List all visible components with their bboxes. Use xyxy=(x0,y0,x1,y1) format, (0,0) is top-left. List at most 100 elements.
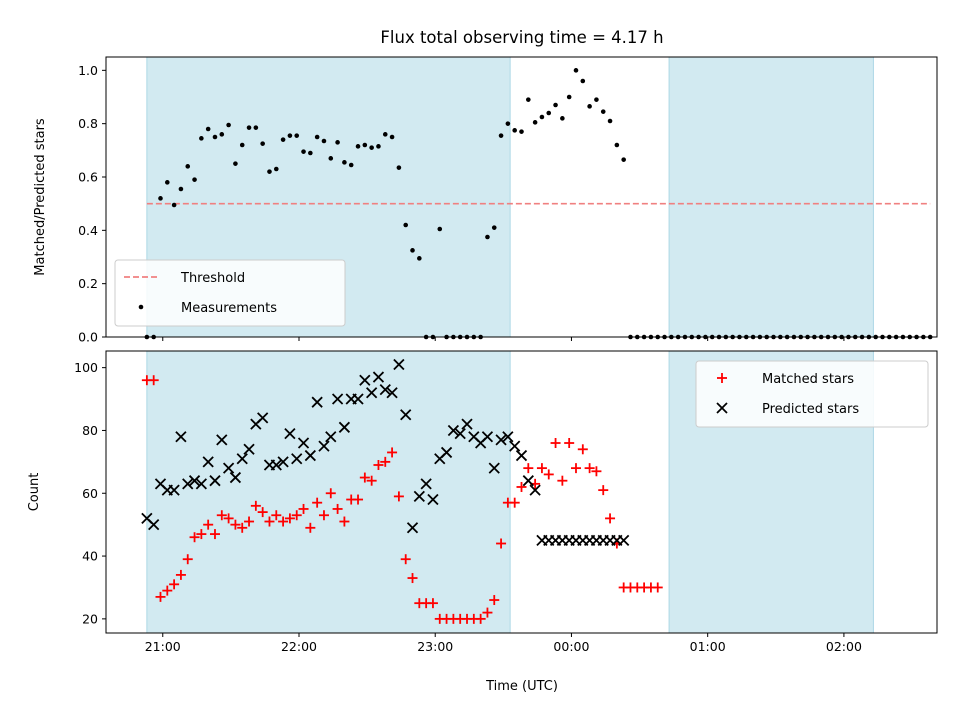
measurement-point xyxy=(199,136,204,141)
matched-star-marker xyxy=(318,510,329,521)
measurement-point xyxy=(410,248,415,253)
predicted-star-marker xyxy=(440,446,453,459)
measurement-point xyxy=(219,132,225,137)
measurement-point xyxy=(287,133,293,138)
marker-stroke xyxy=(325,431,337,443)
top-y-axis-label: Matched/Predicted stars xyxy=(33,118,48,276)
marker-stroke xyxy=(515,449,528,462)
marker-stroke xyxy=(529,484,541,496)
marker-stroke xyxy=(488,462,500,474)
matched-star-marker xyxy=(182,554,193,565)
matched-star-marker xyxy=(427,598,438,609)
matched-star-marker xyxy=(605,513,616,524)
marker-stroke xyxy=(331,393,344,405)
top-legend: Threshold Measurements xyxy=(114,259,346,327)
measurement-point xyxy=(491,225,497,230)
marker-stroke xyxy=(509,440,521,452)
bottom-legend: Matched stars Predicted stars xyxy=(695,360,929,428)
measurement-point xyxy=(396,165,402,170)
predicted-star-marker xyxy=(195,478,207,490)
marker-stroke xyxy=(154,478,167,490)
measurement-point xyxy=(294,133,300,138)
marker-stroke xyxy=(393,358,405,371)
matched-star-marker xyxy=(577,444,588,455)
predicted-star-marker xyxy=(277,456,289,468)
predicted-star-marker xyxy=(148,519,160,531)
matched-star-marker xyxy=(325,488,336,499)
predicted-star-marker xyxy=(386,387,398,399)
matched-star-marker xyxy=(557,475,568,486)
matched-star-marker xyxy=(291,510,302,521)
predicted-star-marker xyxy=(297,437,310,449)
predicted-star-marker xyxy=(304,449,316,462)
marker-stroke xyxy=(284,427,296,440)
measurement-point xyxy=(226,122,231,128)
measurement-point xyxy=(233,161,238,166)
predicted-star-marker xyxy=(522,475,534,487)
marker-stroke xyxy=(209,475,221,487)
matched-star-marker xyxy=(523,463,534,474)
matched-star-marker xyxy=(373,459,384,470)
matched-star-marker xyxy=(591,466,602,477)
predicted-star-marker xyxy=(400,409,412,421)
x-tick-label: 00:00 xyxy=(553,639,589,654)
marker-stroke xyxy=(257,412,269,424)
legend-box xyxy=(114,259,346,327)
marker-stroke xyxy=(379,383,391,396)
matched-star-marker xyxy=(298,503,309,514)
measurement-point xyxy=(185,164,191,169)
matched-star-marker xyxy=(271,510,282,521)
matched-star-marker xyxy=(196,529,207,540)
legend-predicted-swatch xyxy=(716,402,728,414)
predicted-star-marker xyxy=(284,427,296,440)
measurement-point xyxy=(280,137,286,142)
marker-stroke xyxy=(311,396,323,408)
matched-star-marker xyxy=(162,585,173,596)
measurement-point xyxy=(328,156,334,161)
matched-star-marker xyxy=(366,475,377,486)
predicted-star-marker xyxy=(243,443,255,455)
predicted-star-marker xyxy=(393,358,405,371)
measurement-point xyxy=(607,118,613,124)
y-tick-label: 40 xyxy=(82,549,98,564)
measurement-point xyxy=(403,222,409,228)
measurement-point xyxy=(512,128,517,133)
y-tick-label: 0.0 xyxy=(78,330,98,345)
predicted-star-marker xyxy=(291,453,303,465)
y-tick-label: 60 xyxy=(82,486,98,501)
measurement-point xyxy=(532,120,538,125)
marker-stroke xyxy=(270,459,282,471)
marker-stroke xyxy=(406,522,419,534)
measurement-point xyxy=(253,125,259,130)
legend-measurement-swatch xyxy=(138,304,144,310)
matched-star-marker xyxy=(250,500,261,511)
predicted-star-marker xyxy=(216,434,228,446)
matched-star-marker xyxy=(216,510,227,521)
measurement-point xyxy=(314,134,320,140)
predicted-star-marker xyxy=(202,456,214,468)
y-tick-label: 1.0 xyxy=(78,63,98,78)
measurement-point xyxy=(335,140,340,145)
matched-star-marker xyxy=(489,595,500,606)
marker-stroke xyxy=(618,534,630,546)
marker-stroke xyxy=(372,371,385,383)
measurement-point xyxy=(437,226,443,232)
matched-star-marker xyxy=(598,485,609,496)
marker-stroke xyxy=(461,418,473,430)
measurement-point xyxy=(301,149,306,154)
matched-star-marker xyxy=(400,554,411,565)
measurement-point xyxy=(389,134,395,140)
predicted-star-marker xyxy=(427,493,439,506)
measurement-point xyxy=(560,116,565,121)
measurement-point xyxy=(621,157,626,162)
predicted-star-marker xyxy=(461,418,473,430)
x-tick-label: 02:00 xyxy=(826,639,862,654)
matched-star-marker xyxy=(189,532,200,543)
matched-star-marker xyxy=(264,516,275,527)
predicted-star-marker xyxy=(182,478,194,490)
marker-stroke xyxy=(277,456,289,468)
predicted-star-marker xyxy=(509,440,521,452)
matched-star-marker xyxy=(339,516,350,527)
legend-label: Measurements xyxy=(181,301,277,316)
predicted-star-marker xyxy=(481,431,494,443)
